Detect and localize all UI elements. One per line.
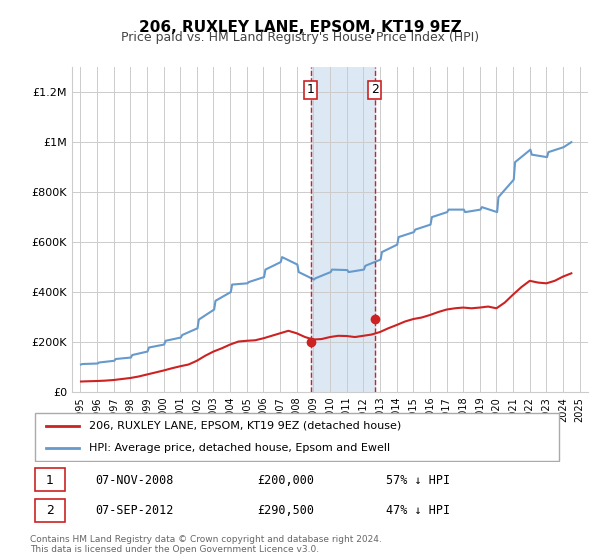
Text: £290,500: £290,500 [257, 505, 314, 517]
Text: 2: 2 [371, 83, 379, 96]
Text: 47% ↓ HPI: 47% ↓ HPI [386, 505, 451, 517]
Text: 1: 1 [307, 83, 315, 96]
Text: HPI: Average price, detached house, Epsom and Ewell: HPI: Average price, detached house, Epso… [89, 443, 391, 453]
FancyBboxPatch shape [35, 413, 559, 461]
FancyBboxPatch shape [35, 468, 65, 491]
Text: 206, RUXLEY LANE, EPSOM, KT19 9EZ (detached house): 206, RUXLEY LANE, EPSOM, KT19 9EZ (detac… [89, 421, 401, 431]
FancyBboxPatch shape [35, 499, 65, 522]
Text: Contains HM Land Registry data © Crown copyright and database right 2024.
This d: Contains HM Land Registry data © Crown c… [30, 535, 382, 554]
Text: £200,000: £200,000 [257, 474, 314, 487]
Bar [311, 67, 374, 392]
Text: 1: 1 [46, 474, 54, 487]
Text: 206, RUXLEY LANE, EPSOM, KT19 9EZ: 206, RUXLEY LANE, EPSOM, KT19 9EZ [139, 20, 461, 35]
Text: 2: 2 [46, 505, 54, 517]
Text: 07-NOV-2008: 07-NOV-2008 [95, 474, 173, 487]
Text: 07-SEP-2012: 07-SEP-2012 [95, 505, 173, 517]
Text: Price paid vs. HM Land Registry's House Price Index (HPI): Price paid vs. HM Land Registry's House … [121, 31, 479, 44]
Text: 57% ↓ HPI: 57% ↓ HPI [386, 474, 451, 487]
